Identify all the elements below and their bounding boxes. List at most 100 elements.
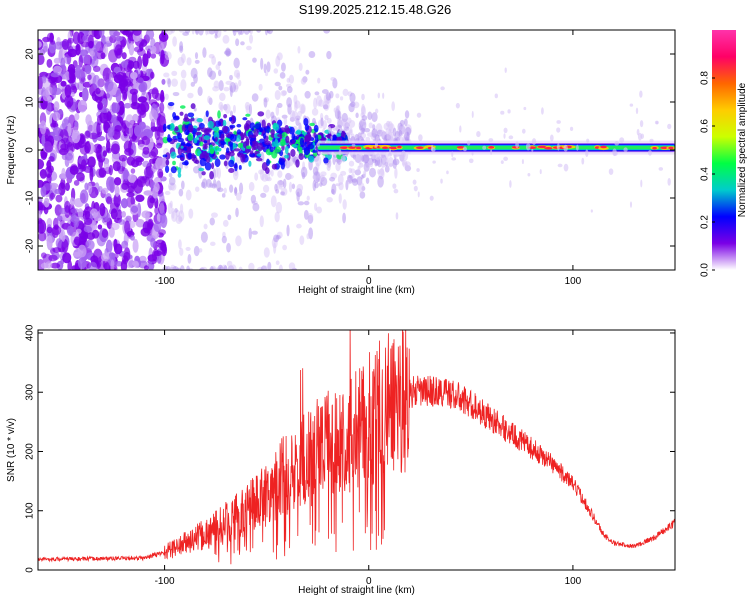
spectrogram-core-blob: [233, 148, 241, 152]
spectrogram-fade-blob: [238, 182, 244, 195]
spectrogram-core-blob: [248, 134, 253, 138]
spectrogram-noise-blob: [64, 71, 71, 81]
spectrogram-sparse-dot: [392, 183, 397, 189]
spectrogram-core-blob: [266, 158, 270, 167]
spectrogram-fade-blob: [250, 194, 257, 204]
spectrogram-noise-blob: [100, 253, 110, 262]
spectrogram-fade-blob: [233, 57, 240, 69]
spectrogram-fade-blob: [223, 187, 227, 194]
spectrogram-fade-blob: [216, 180, 222, 192]
spectrogram-noise-blob: [50, 262, 61, 269]
spectrogram-sparse-dot: [623, 147, 628, 153]
spectrogram-noise-blob: [95, 87, 101, 95]
spectrogram-fade-blob: [164, 190, 171, 196]
spectrogram-sparse-dot: [388, 163, 393, 167]
snr-x-axis-label: Height of straight line (km): [298, 585, 415, 596]
spectrogram-sparse-dot: [515, 141, 519, 149]
snr-y-tick-label: 400: [25, 324, 36, 341]
spectrogram-core-blob: [196, 118, 203, 123]
spectrogram-fade-blob: [359, 191, 366, 199]
spectrogram-noise-blob: [102, 150, 108, 157]
spectrogram-core-blob: [198, 136, 203, 143]
spectrogram-fade-blob: [193, 245, 200, 257]
spectrogram-fade-blob: [171, 78, 178, 87]
spectrogram-noise-blob: [74, 113, 80, 121]
spectrogram-noise-blob: [40, 151, 47, 160]
spectrogram-noise-blob: [111, 102, 120, 114]
spectrogram-fade-blob: [207, 67, 213, 78]
colorbar-tick-label: 0.4: [700, 167, 711, 181]
spectrogram-fade-blob: [326, 50, 332, 60]
spectrogram-noise-blob: [40, 185, 47, 198]
spectrogram-sparse-dot: [348, 129, 353, 136]
spectrogram-noise-blob: [51, 85, 57, 99]
spectrogram-noise-blob: [135, 194, 145, 203]
spectrogram-noise-blob: [52, 247, 62, 253]
spectrogram-noise-blob: [154, 206, 159, 215]
spectrogram-fade-blob: [274, 183, 278, 192]
spectrogram-fade-blob: [229, 85, 233, 98]
spectrogram-noise-blob: [119, 30, 127, 34]
spectrogram-fade-blob: [249, 30, 254, 35]
spectrogram-sparse-dot: [401, 150, 406, 158]
spectrogram-noise-blob: [46, 235, 53, 251]
spectrogram-core-blob: [212, 126, 219, 132]
spectrogram-noise-blob: [159, 209, 166, 224]
spectrogram-fade-blob: [263, 247, 270, 258]
spectrogram-noise-blob: [127, 174, 137, 183]
spectrogram-noise-blob: [87, 182, 93, 195]
spectrogram-sparse-dot: [575, 144, 579, 151]
spectrogram-sparse-dot: [359, 119, 364, 126]
spectrogram-noise-blob: [71, 213, 77, 220]
spectrogram-noise-blob: [53, 135, 62, 141]
spectrogram-fade-blob: [297, 45, 301, 54]
spectrogram-x-tick-label: 100: [565, 276, 582, 287]
spectrogram-core-blob: [165, 152, 171, 160]
spectrogram-fade-blob: [280, 191, 285, 196]
spectrogram-core-blob: [277, 133, 283, 138]
spectrogram-noise-blob: [155, 142, 163, 149]
spectrogram-sparse-dot: [527, 173, 531, 177]
spectrogram-core-blob: [301, 131, 308, 135]
spectrogram-fade-blob: [339, 96, 344, 101]
spectrogram-core-blob: [256, 153, 262, 157]
spectrogram-fade-blob: [178, 239, 182, 250]
spectrogram-noise-blob: [100, 52, 106, 60]
colorbar-tick-label: 0.0: [700, 263, 711, 277]
spectrogram-fade-blob: [248, 262, 255, 270]
spectrogram-fade-blob: [246, 45, 252, 51]
spectrogram-y-axis-label: Frequency (Hz): [6, 116, 17, 185]
spectrogram-noise-blob: [114, 125, 122, 132]
spectrogram-fade-blob: [392, 159, 397, 169]
spectrogram-fade-blob: [330, 76, 336, 81]
spectrogram-noise-blob: [54, 188, 61, 195]
spectrogram-fade-blob: [281, 62, 286, 72]
spectrogram-noise-blob: [48, 254, 58, 262]
spectrogram-fade-blob: [270, 195, 277, 208]
spectrogram-core-blob: [237, 142, 243, 149]
spectrogram-noise-blob: [80, 159, 87, 172]
spectrogram-sparse-dot: [330, 135, 333, 141]
spectrogram-sparse-dot: [386, 120, 391, 127]
spectrogram-core-blob: [238, 165, 242, 170]
spectrogram-x-tick-label: -100: [155, 276, 175, 287]
spectrogram-noise-blob: [86, 232, 96, 240]
spectrogram-noise-blob: [52, 111, 61, 122]
spectrogram-core-blob: [205, 110, 209, 118]
spectrogram-sparse-dot: [361, 93, 365, 101]
spectrogram-sparse-dot: [476, 130, 481, 138]
spectrogram-fade-blob: [358, 182, 365, 193]
snr-panel: -100 0 100 0 100 200 300 400 Height of straight…: [6, 324, 676, 596]
spectrogram-noise-blob: [46, 173, 52, 185]
spectrogram-noise-blob: [96, 114, 103, 126]
spectrogram-core-blob: [219, 154, 226, 160]
spectrogram-fade-blob: [320, 117, 324, 127]
spectrogram-fade-blob: [306, 233, 310, 240]
spectrogram-sparse-dot: [446, 170, 449, 175]
spectrogram-band-layer: [317, 146, 675, 150]
spectrogram-sparse-dot: [387, 152, 393, 157]
spectrogram-noise-blob: [156, 253, 162, 264]
spectrogram-fade-blob: [219, 92, 226, 102]
spectrogram-fade-blob: [317, 77, 321, 84]
spectrogram-sparse-dot: [613, 151, 618, 156]
